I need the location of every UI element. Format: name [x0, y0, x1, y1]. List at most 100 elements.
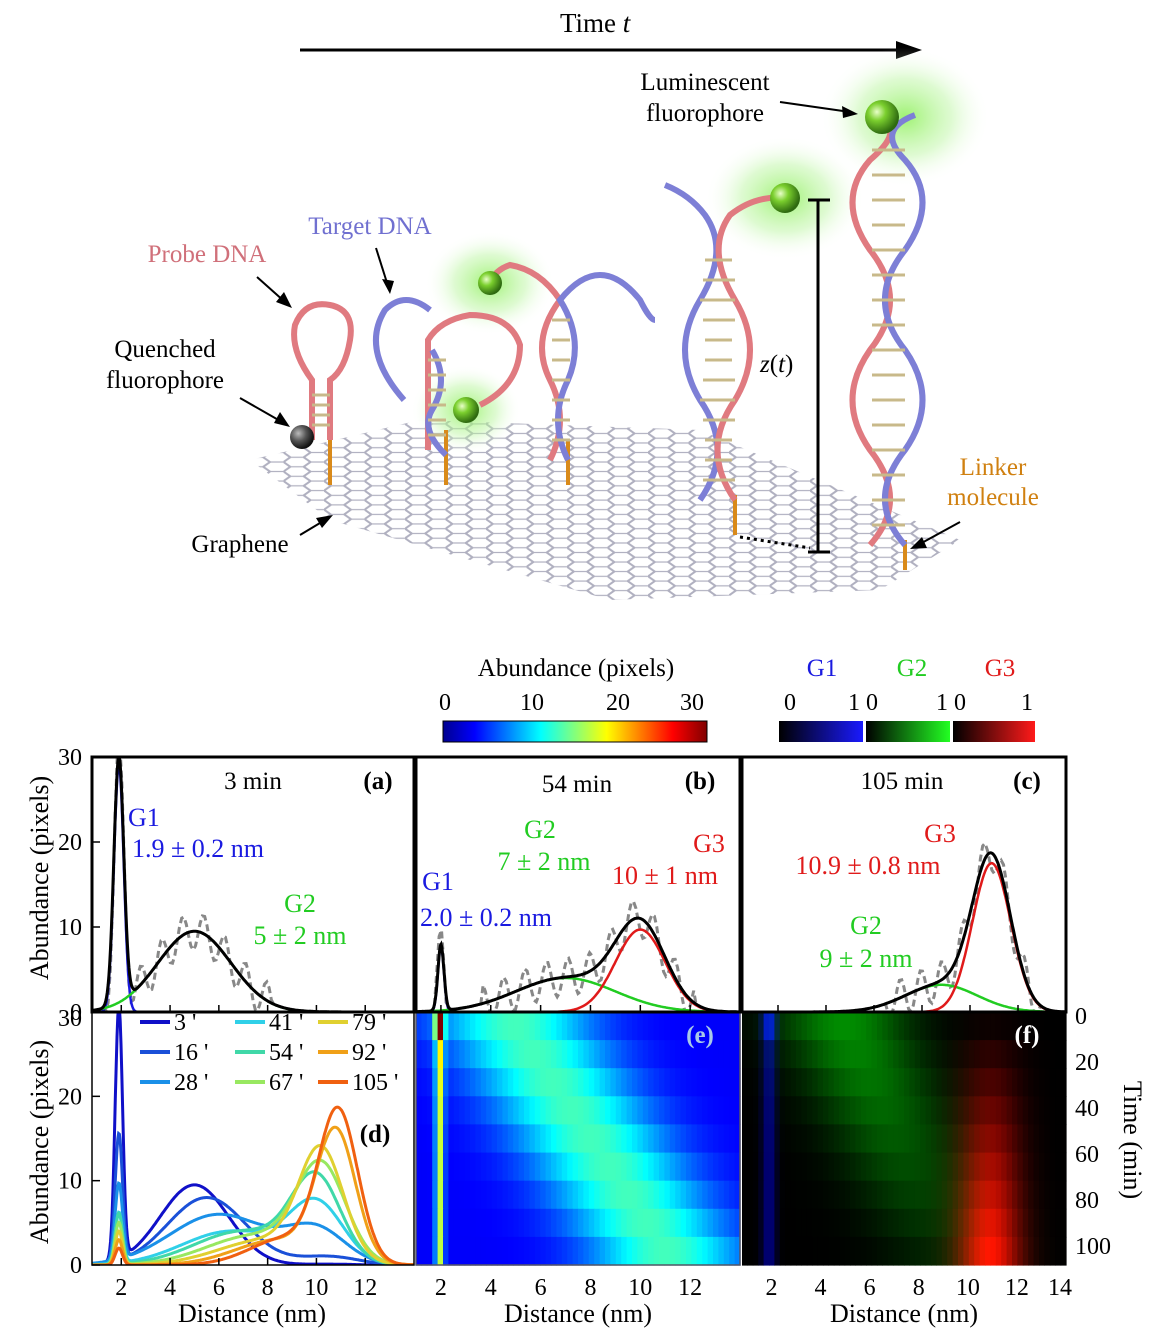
heat-cell: [936, 1040, 943, 1069]
heat-cell: [941, 1096, 948, 1125]
heat-cell: [844, 1012, 851, 1041]
heat-cell: [898, 1096, 905, 1125]
heat-cell: [828, 1040, 835, 1069]
heat-cell: [626, 1152, 633, 1182]
heat-cell: [747, 1236, 754, 1266]
heat-cell: [828, 1236, 835, 1266]
heat-cell: [502, 1012, 509, 1041]
heat-cell: [887, 1012, 894, 1041]
heat-cell: [518, 1208, 525, 1238]
heat-cell: [588, 1180, 595, 1210]
heat-cell: [904, 1040, 910, 1069]
heat-cell: [936, 1068, 943, 1097]
heat-cell: [974, 1068, 981, 1097]
heat-cell: [718, 1096, 725, 1125]
heat-cell: [742, 1040, 748, 1069]
heat-cell: [806, 1096, 813, 1125]
heat-cell: [931, 1040, 937, 1069]
panel-labels: 3 min (a) 54 min (b) 105 min (c) (d) (e)…: [224, 768, 1041, 1148]
heat-cell: [850, 1040, 856, 1069]
heat-cell: [860, 1152, 867, 1182]
heat-cell: [524, 1096, 530, 1125]
heat-cell: [1044, 1180, 1051, 1210]
heat-cell: [931, 1096, 937, 1125]
y-tick-label: 0: [70, 1000, 82, 1026]
heat-cell: [947, 1068, 954, 1097]
legend-label: 79 ': [352, 1010, 386, 1036]
heat-cell: [713, 1124, 719, 1154]
quenched-label-2: fluorophore: [106, 367, 224, 394]
legend-label: 28 ': [174, 1070, 208, 1096]
heat-cell: [453, 1096, 460, 1125]
heat-cell: [480, 1236, 487, 1266]
heat-cell: [545, 1208, 552, 1238]
heat-cell: [990, 1180, 997, 1210]
heat-cell: [1060, 1152, 1067, 1182]
heat-cell: [887, 1096, 894, 1125]
heat-cell: [898, 1124, 905, 1154]
heat-cell: [774, 1068, 781, 1097]
heat-cell: [491, 1068, 498, 1097]
heat-cell: [664, 1124, 671, 1154]
heat-cell: [925, 1208, 932, 1238]
heat-cell: [437, 1152, 444, 1182]
heat-cell: [621, 1096, 628, 1125]
heat-cell: [833, 1208, 840, 1238]
heat-cell: [887, 1152, 894, 1182]
x-tick-label-e: 8: [584, 1275, 596, 1301]
b-g3-name: G3: [693, 829, 725, 858]
heat-cell: [729, 1096, 736, 1125]
heat-cell: [734, 1124, 741, 1154]
heat-cell: [1001, 1208, 1008, 1238]
heat-cell: [470, 1236, 476, 1266]
heat-cell: [1060, 1068, 1067, 1097]
heat-cell: [850, 1124, 856, 1154]
heat-cell: [491, 1124, 498, 1154]
heat-cell: [551, 1040, 557, 1069]
heat-cell: [866, 1012, 873, 1041]
heat-cell: [702, 1040, 709, 1069]
heat-cell: [453, 1068, 460, 1097]
heat-cell: [936, 1208, 943, 1238]
heat-cell: [941, 1124, 948, 1154]
heat-cell: [702, 1096, 709, 1125]
heat-cell: [968, 1040, 975, 1069]
heat-cell: [437, 1040, 444, 1069]
heat-cell: [920, 1152, 927, 1182]
heat-cell: [898, 1180, 905, 1210]
heat-cell: [588, 1096, 595, 1125]
heat-cell: [796, 1236, 802, 1266]
heat-cell: [475, 1096, 482, 1125]
heat-cell: [1017, 1236, 1024, 1266]
heat-cell: [941, 1208, 948, 1238]
heat-cell: [691, 1040, 698, 1069]
heat-cell: [632, 1040, 638, 1069]
heat-cell: [551, 1180, 557, 1210]
heat-cell: [513, 1236, 520, 1266]
heat-cell: [626, 1096, 633, 1125]
heat-cell: [850, 1096, 856, 1125]
heat-cell: [659, 1040, 665, 1069]
b-g1-name: G1: [422, 867, 454, 896]
heat-cell: [985, 1236, 991, 1266]
heat-cell: [1001, 1096, 1008, 1125]
heat-cell: [790, 1068, 797, 1097]
heat-cell: [844, 1124, 851, 1154]
heat-cell: [540, 1236, 547, 1266]
heat-cell: [1022, 1236, 1029, 1266]
heat-cell: [653, 1180, 660, 1210]
heat-cell: [480, 1012, 487, 1041]
heat-cell: [594, 1012, 601, 1041]
heat-cell: [752, 1012, 759, 1041]
heat-cell: [958, 1040, 964, 1069]
heat-cell: [669, 1012, 676, 1041]
heat-cell: [529, 1068, 536, 1097]
legend-label: 41 ': [269, 1010, 303, 1036]
y-tick-label: 30: [58, 745, 82, 771]
heat-cell: [796, 1152, 802, 1182]
heat-cell: [572, 1040, 579, 1069]
heat-cell: [855, 1208, 862, 1238]
heat-cell: [817, 1068, 824, 1097]
time-tick-label: 60: [1075, 1142, 1099, 1168]
abundance-tick: 20: [606, 690, 630, 716]
